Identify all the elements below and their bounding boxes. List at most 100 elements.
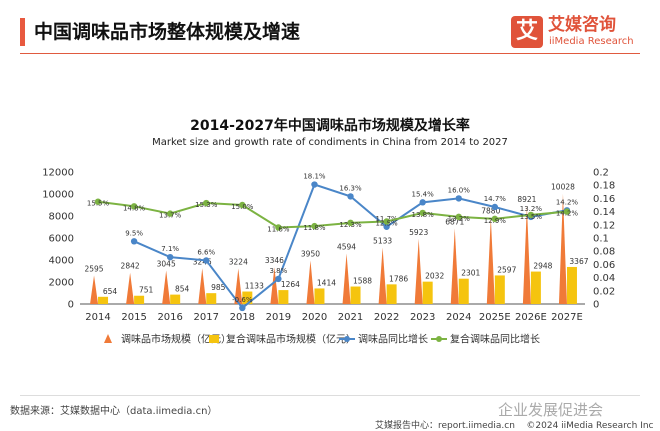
size-growth-label: 16.0% xyxy=(448,186,471,194)
right-tick-label: 0.2 xyxy=(593,168,609,179)
market-size-label: 3950 xyxy=(301,250,320,259)
size-growth-label: -0.6% xyxy=(232,296,253,304)
compound-size-bar xyxy=(494,275,505,304)
compound-size-bar xyxy=(386,284,397,304)
legend-swatch xyxy=(104,334,112,343)
right-tick-label: 0.14 xyxy=(593,207,615,218)
size-growth-label: 15.4% xyxy=(412,190,435,198)
compound-growth-label: 15.3% xyxy=(195,201,218,209)
market-size-label: 5923 xyxy=(409,228,428,237)
legend-swatch-dot xyxy=(344,336,350,342)
x-tick-label: 2014 xyxy=(85,312,110,323)
right-tick-label: 0.16 xyxy=(593,194,615,205)
market-size-label: 3346 xyxy=(265,256,284,265)
x-tick-label: 2025E xyxy=(479,312,511,323)
compound-growth-label: 15.5% xyxy=(87,200,110,208)
compound-size-bar xyxy=(422,281,433,304)
legend-label: 调味品市场规模（亿元） xyxy=(121,333,231,346)
market-size-bar xyxy=(558,193,567,304)
compound-size-bar xyxy=(278,290,289,304)
compound-size-bar xyxy=(242,291,253,304)
size-growth-point xyxy=(491,203,499,211)
market-size-label: 10028 xyxy=(551,183,575,192)
x-tick-label: 2016 xyxy=(157,312,182,323)
right-tick-label: 0.06 xyxy=(593,260,615,271)
x-tick-label: 2020 xyxy=(302,312,327,323)
report-center: 艾媒报告中心：report.iimedia.cn xyxy=(375,421,515,431)
legend-label: 复合调味品同比增长 xyxy=(450,333,540,346)
compound-growth-label: 11.6% xyxy=(267,225,290,233)
right-tick-label: 0.02 xyxy=(593,286,615,297)
compound-growth-label: 13.8% xyxy=(412,211,435,219)
compound-growth-point xyxy=(311,222,318,230)
compound-growth-point xyxy=(563,208,571,215)
left-tick-label: 6000 xyxy=(49,234,74,245)
compound-growth-label: 11.8% xyxy=(303,224,326,232)
compound-size-label: 854 xyxy=(175,285,190,294)
legend-label: 复合调味品市场规模（亿元） xyxy=(226,333,356,346)
compound-growth-point xyxy=(455,213,462,221)
compound-size-label: 1588 xyxy=(353,277,372,286)
title-accent-bar xyxy=(20,18,25,46)
left-tick-label: 4000 xyxy=(49,256,74,267)
size-growth-point xyxy=(347,193,354,200)
legend-label: 调味品同比增长 xyxy=(358,333,428,346)
x-tick-label: 2017 xyxy=(194,312,219,323)
market-size-bar xyxy=(378,247,387,304)
compound-size-label: 985 xyxy=(211,283,226,292)
market-size-label: 6871 xyxy=(445,217,464,226)
market-size-label: 5133 xyxy=(373,237,392,246)
right-tick-label: 0.18 xyxy=(593,181,615,192)
chart-subtitle: Market size and growth rate of condiment… xyxy=(152,137,508,148)
right-tick-label: 0.1 xyxy=(593,234,609,245)
compound-growth-point xyxy=(275,224,282,231)
left-tick-label: 0 xyxy=(68,300,74,311)
left-tick-label: 8000 xyxy=(49,212,74,223)
compound-size-bar xyxy=(206,293,217,304)
compound-growth-point xyxy=(239,201,246,209)
source-note: 数据来源：艾媒数据中心（data.iimedia.cn） xyxy=(10,406,218,417)
market-size-label: 8921 xyxy=(517,195,536,204)
size-growth-label: 9.5% xyxy=(125,229,143,237)
right-tick-label: 0.08 xyxy=(593,247,615,258)
compound-growth-point xyxy=(527,211,535,219)
brand-logo-icon: 艾 xyxy=(511,16,543,48)
compound-growth-point xyxy=(419,209,426,217)
right-tick-label: 0.12 xyxy=(593,220,615,231)
compound-growth-point xyxy=(166,210,174,217)
x-tick-label: 2018 xyxy=(230,312,255,323)
market-size-label: 2842 xyxy=(121,262,140,271)
market-size-label: 3245 xyxy=(193,257,212,266)
market-size-label: 3045 xyxy=(157,260,176,269)
left-tick-label: 10000 xyxy=(42,190,74,201)
brand-name-cn: 艾媒咨询 xyxy=(548,15,616,35)
compound-growth-label: 13.5% xyxy=(520,213,543,221)
x-tick-label: 2015 xyxy=(121,312,146,323)
size-growth-point xyxy=(239,304,246,312)
compound-size-bar xyxy=(314,288,325,304)
watermark-text: 企业发展促进会 xyxy=(498,401,604,419)
compound-size-bar xyxy=(350,286,361,304)
copyright: ©2024 iiMedia Research Inc xyxy=(526,421,654,431)
chart-title: 2014-2027年中国调味品市场规模及增长率 xyxy=(190,118,470,134)
x-tick-label: 2026E xyxy=(515,312,547,323)
compound-size-label: 1133 xyxy=(245,282,264,291)
market-size-bar xyxy=(234,268,243,304)
market-size-bar xyxy=(162,270,171,304)
compound-growth-point xyxy=(203,199,210,207)
compound-size-bar xyxy=(98,296,109,304)
right-tick-label: 0 xyxy=(593,300,599,311)
compound-growth-line xyxy=(97,200,568,229)
size-growth-label: 3.8% xyxy=(269,267,287,275)
size-growth-label: 18.1% xyxy=(303,173,326,181)
x-tick-label: 2019 xyxy=(266,312,291,323)
footer-credits: 艾媒报告中心：report.iimedia.cn ©2024 iiMedia R… xyxy=(375,418,654,431)
x-tick-label: 2021 xyxy=(338,312,363,323)
market-size-bar xyxy=(450,228,459,304)
compound-size-label: 1264 xyxy=(281,280,300,289)
page-title: 中国调味品市场整体规模及增速 xyxy=(34,21,301,43)
footer-divider xyxy=(20,395,640,396)
compound-size-label: 2948 xyxy=(533,262,552,271)
size-growth-label: 6.6% xyxy=(197,248,215,256)
market-size-bar xyxy=(270,267,279,304)
